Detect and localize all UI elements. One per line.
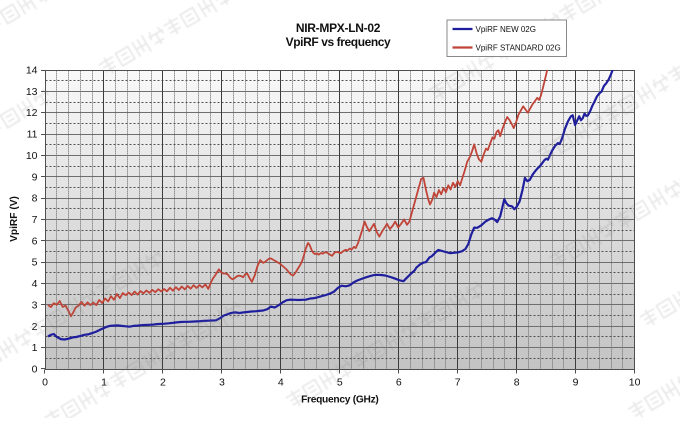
svg-text:12: 12	[26, 107, 38, 119]
svg-text:13: 13	[26, 86, 38, 98]
svg-text:1: 1	[101, 377, 107, 389]
svg-text:VpiRF NEW 02G: VpiRF NEW 02G	[476, 25, 536, 34]
svg-text:7: 7	[32, 214, 38, 226]
svg-text:7: 7	[455, 377, 461, 389]
svg-text:4: 4	[278, 377, 284, 389]
svg-text:NIR-MPX-LN-02: NIR-MPX-LN-02	[296, 21, 381, 35]
svg-text:8: 8	[32, 193, 38, 205]
svg-text:10: 10	[26, 150, 38, 162]
svg-text:3: 3	[219, 377, 225, 389]
svg-text:1: 1	[32, 342, 38, 354]
svg-text:6: 6	[396, 377, 402, 389]
svg-text:9: 9	[573, 377, 579, 389]
svg-text:2: 2	[160, 377, 166, 389]
svg-text:Frequency (GHz): Frequency (GHz)	[301, 395, 378, 406]
svg-text:14: 14	[26, 65, 38, 77]
svg-text:5: 5	[32, 257, 38, 269]
svg-text:VpiRF (V): VpiRF (V)	[9, 196, 20, 242]
svg-text:VpiRF STANDARD 02G: VpiRF STANDARD 02G	[476, 44, 561, 53]
svg-text:10: 10	[629, 377, 641, 389]
svg-text:3: 3	[32, 299, 38, 311]
svg-text:9: 9	[32, 171, 38, 183]
svg-text:8: 8	[514, 377, 520, 389]
svg-text:0: 0	[42, 377, 48, 389]
svg-text:5: 5	[337, 377, 343, 389]
svg-text:VpiRF vs frequency: VpiRF vs frequency	[286, 35, 391, 49]
svg-text:11: 11	[27, 129, 38, 141]
svg-text:6: 6	[32, 235, 38, 247]
svg-text:0: 0	[32, 364, 38, 376]
svg-text:2: 2	[32, 321, 38, 333]
svg-text:4: 4	[32, 278, 38, 290]
